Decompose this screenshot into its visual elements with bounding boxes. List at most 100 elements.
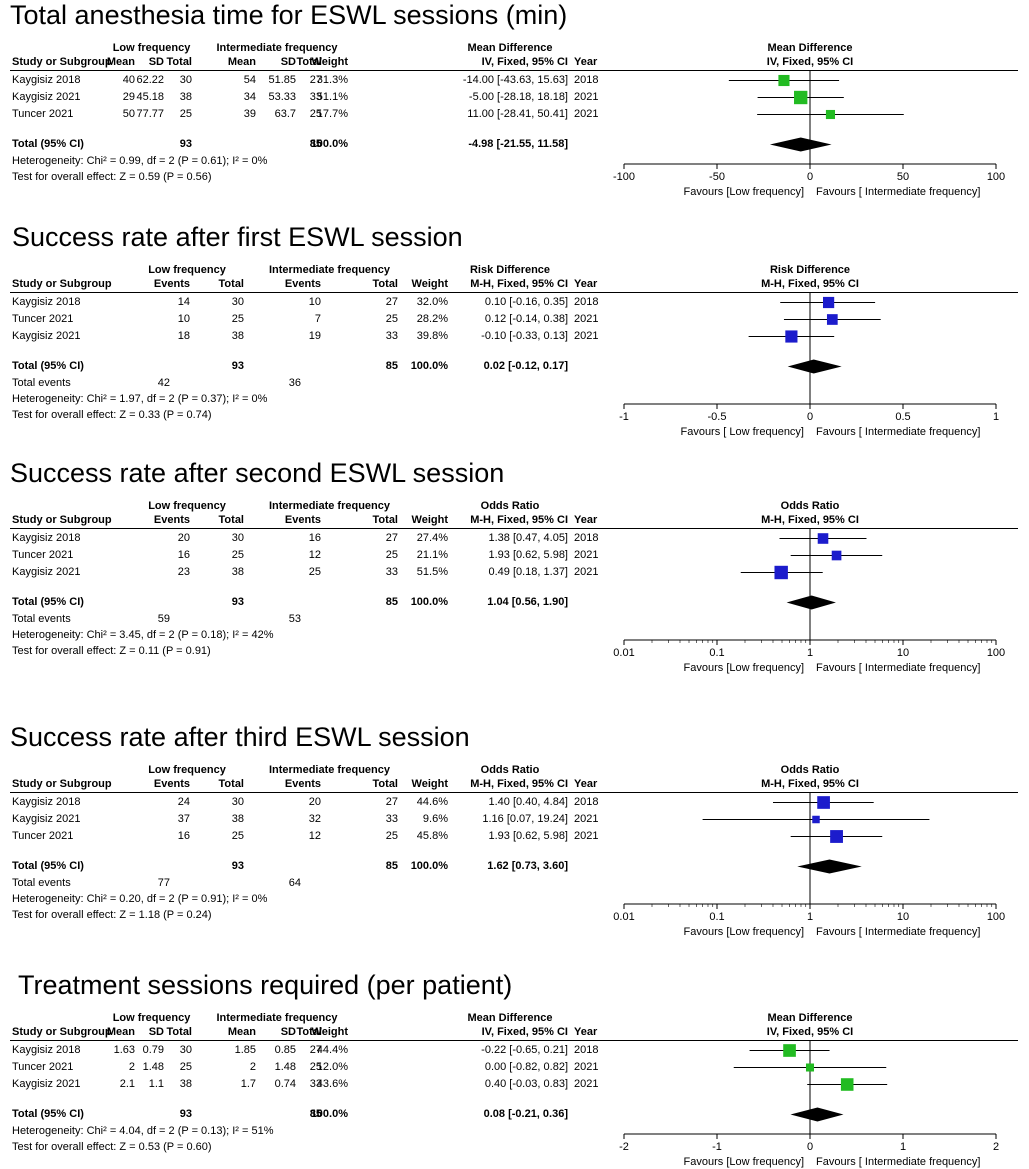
study-value: 25: [385, 313, 398, 325]
group2-header: Intermediate frequency: [216, 1012, 338, 1024]
study-value: 33: [385, 813, 398, 825]
total-weight: 100.0%: [310, 1108, 348, 1120]
header-rule: [10, 292, 1018, 293]
study-name: Kaygisiz 2018: [12, 296, 81, 308]
x-tick-label: 1: [806, 911, 814, 923]
effect-method-header: M-H, Fixed, 95% CI: [470, 514, 568, 526]
study-name: Tuncer 2021: [12, 313, 74, 325]
sub-header: Total: [218, 278, 244, 290]
study-value: 19: [308, 330, 321, 342]
forest-panel-4: Success rate after third ESWL session Low…: [0, 722, 1029, 968]
group2-header: Intermediate frequency: [268, 500, 391, 512]
plot-method-header: M-H, Fixed, 95% CI: [761, 514, 859, 526]
study-value: 7: [314, 313, 321, 325]
study-value: 1.48: [142, 1061, 164, 1073]
sub-header: Total: [372, 278, 398, 290]
study-weight: 45.8%: [416, 830, 448, 842]
overall-effect-text: Test for overall effect: Z = 0.33 (P = 0…: [12, 409, 212, 421]
x-tick-label: 10: [896, 911, 910, 923]
study-weight: 31.3%: [316, 74, 348, 86]
study-weight: 44.6%: [416, 796, 448, 808]
plot-method-header: M-H, Fixed, 95% CI: [761, 278, 859, 290]
study-value: 27: [385, 796, 398, 808]
overall-effect-text: Test for overall effect: Z = 0.53 (P = 0…: [12, 1141, 212, 1153]
study-point-estimate: [831, 550, 842, 561]
sub-header: Events: [153, 278, 190, 290]
study-point-estimate: [805, 1063, 815, 1072]
study-value: 25: [231, 549, 244, 561]
study-ci: -5.00 [-28.18, 18.18]: [468, 91, 568, 103]
study-point-estimate: [785, 330, 798, 343]
total-n2: 85: [385, 360, 398, 372]
study-header: Study or Subgroup: [12, 1026, 112, 1038]
study-year: 2021: [574, 1078, 599, 1090]
study-header: Study or Subgroup: [12, 278, 112, 290]
study-point-estimate: [812, 815, 820, 824]
effect-header: Mean Difference: [467, 42, 553, 54]
study-header: Study or Subgroup: [12, 56, 112, 68]
study-value: 16: [177, 549, 190, 561]
study-value: 30: [231, 796, 244, 808]
study-value: 1.85: [234, 1044, 256, 1056]
sub-header: Total: [296, 56, 322, 68]
sub-header: Events: [284, 778, 321, 790]
year-header: Year: [574, 278, 598, 290]
study-weight: 21.1%: [416, 549, 448, 561]
favours-left-label: Favours [ Low frequency]: [680, 426, 804, 438]
total-label: Total (95% CI): [12, 1108, 84, 1120]
study-ci: 0.10 [-0.16, 0.35]: [484, 296, 568, 308]
x-tick-label: 0.01: [613, 647, 635, 659]
study-value: 27: [309, 1044, 322, 1056]
group1-header: Low frequency: [148, 764, 226, 776]
sub-header: SD: [148, 56, 164, 68]
favours-right-label: Favours [ Intermediate frequency]: [816, 186, 981, 198]
study-name: Kaygisiz 2018: [12, 74, 81, 86]
study-ci: -0.10 [-0.33, 0.13]: [481, 330, 568, 342]
study-point-estimate: [826, 314, 838, 325]
forest-plot: [623, 1040, 997, 1139]
study-weight: 28.2%: [416, 313, 448, 325]
sub-header: SD: [280, 1026, 296, 1038]
total-ci: 0.08 [-0.21, 0.36]: [483, 1108, 568, 1120]
favours-left-label: Favours [Low frequency]: [683, 662, 804, 674]
sub-header: Total: [166, 56, 192, 68]
study-value: 12: [308, 830, 321, 842]
x-tick-label: 2: [992, 1141, 1000, 1153]
study-value: 51.85: [268, 74, 296, 86]
forest-panel-5: Treatment sessions required (per patient…: [0, 970, 1029, 1168]
effect-header: Mean Difference: [467, 1012, 553, 1024]
study-name: Tuncer 2021: [12, 1061, 74, 1073]
study-value: 25: [308, 566, 321, 578]
study-year: 2021: [574, 108, 599, 120]
study-value: 25: [179, 108, 192, 120]
study-weight: 39.8%: [416, 330, 448, 342]
study-weight: 51.1%: [316, 91, 348, 103]
plot-method-header: M-H, Fixed, 95% CI: [761, 778, 859, 790]
panel-title: Treatment sessions required (per patient…: [18, 970, 513, 1000]
study-year: 2021: [574, 813, 599, 825]
header-rule: [10, 1040, 1018, 1041]
study-value: 25: [309, 1061, 322, 1073]
study-point-estimate: [840, 1078, 854, 1091]
study-header: Study or Subgroup: [12, 514, 112, 526]
effect-method-header: IV, Fixed, 95% CI: [481, 1026, 568, 1038]
sub-header: Mean: [106, 1026, 135, 1038]
sub-header: Total: [372, 514, 398, 526]
study-year: 2021: [574, 830, 599, 842]
total-events-label: Total events: [12, 377, 71, 389]
study-point-estimate: [794, 90, 808, 105]
study-value: 2: [128, 1061, 135, 1073]
x-tick-label: -100: [612, 171, 636, 183]
group2-header: Intermediate frequency: [268, 264, 391, 276]
study-point-estimate: [817, 796, 830, 809]
favours-left-label: Favours [Low frequency]: [683, 1156, 804, 1168]
study-value: 53.33: [268, 91, 296, 103]
total-weight: 100.0%: [410, 596, 448, 608]
study-value: 37: [177, 813, 190, 825]
study-point-estimate: [817, 533, 829, 544]
forest-plot: [623, 792, 997, 909]
x-tick-label: -0.5: [707, 411, 727, 423]
study-ci: 1.38 [0.47, 4.05]: [488, 532, 568, 544]
study-value: 1.63: [113, 1044, 135, 1056]
heterogeneity-text: Heterogeneity: Chi² = 4.04, df = 2 (P = …: [12, 1125, 274, 1137]
